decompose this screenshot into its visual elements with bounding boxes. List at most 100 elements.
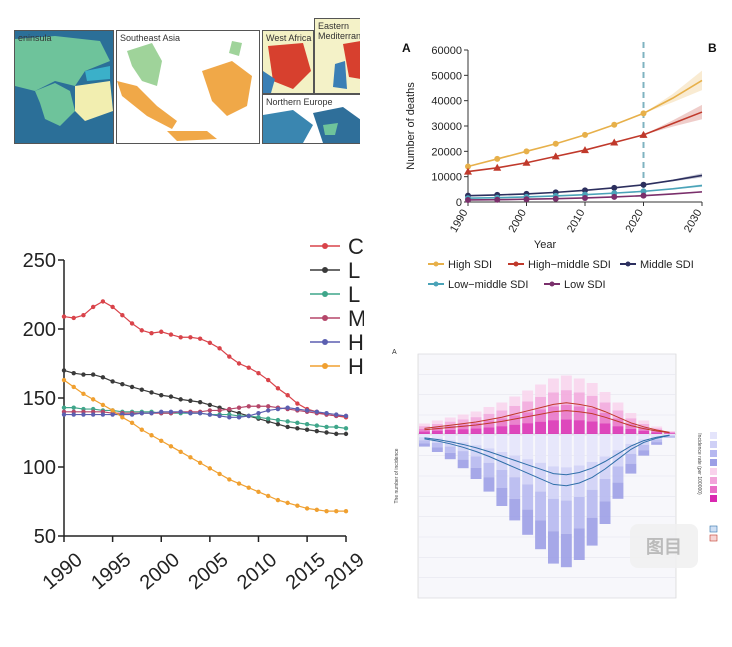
lower-bar	[419, 434, 430, 438]
data-point	[110, 412, 115, 417]
lower-bar	[664, 435, 675, 437]
lower-bar	[599, 456, 611, 479]
data-point	[178, 335, 183, 340]
data-point	[90, 372, 96, 377]
data-point	[640, 188, 647, 195]
trend-line-chart: 50 100 150 200 250 1990 1995 2000 2005 2010 2015 20…	[14, 230, 364, 590]
data-point	[611, 184, 618, 191]
upper-bar	[548, 392, 559, 407]
series-line	[467, 111, 703, 173]
legend-swatch	[710, 468, 717, 475]
y-tick-label: 40000	[431, 96, 462, 108]
upper-bar	[444, 417, 456, 422]
upper-bar	[496, 426, 508, 434]
legend-label: L	[348, 282, 360, 307]
data-point	[640, 192, 647, 199]
data-point	[343, 508, 349, 514]
data-point	[217, 471, 222, 477]
data-point	[61, 314, 67, 319]
upper-bar	[573, 378, 585, 393]
legend-swatch	[710, 441, 717, 448]
lower-bar	[496, 488, 508, 506]
data-point	[494, 155, 501, 162]
data-point	[610, 138, 619, 146]
y-tick-label: 0	[456, 197, 462, 209]
lower-bar	[586, 517, 598, 546]
data-point	[227, 477, 232, 482]
upper-bar	[431, 423, 443, 428]
map-eastern-mediterranean-shape	[315, 19, 360, 93]
legend-marker	[322, 363, 328, 369]
data-point	[197, 399, 203, 405]
x-tick-label: 2010	[233, 549, 281, 590]
y-tick-label: 100	[23, 457, 56, 479]
lower-bar	[548, 498, 559, 532]
upper-rate-curve	[424, 410, 670, 434]
series-line	[63, 379, 346, 512]
lower-bar	[419, 443, 430, 447]
lower-bar	[444, 434, 456, 441]
upper-bar	[612, 410, 624, 419]
upper-bar	[625, 428, 637, 434]
data-point	[246, 404, 251, 409]
data-point	[582, 194, 588, 201]
upper-bar	[625, 418, 637, 424]
data-point	[61, 405, 67, 410]
upper-bar	[625, 413, 637, 419]
y-tick-label: 20000	[431, 146, 462, 158]
lower-bar	[496, 452, 508, 470]
lower-bar	[573, 497, 585, 529]
data-point	[314, 409, 320, 414]
legend-swatch	[709, 534, 718, 542]
legend-marker	[433, 261, 439, 267]
data-point	[256, 404, 261, 409]
upper-bar	[638, 430, 650, 434]
lower-bar	[586, 461, 598, 490]
data-point	[493, 163, 502, 171]
legend-marker	[322, 315, 328, 321]
lower-bar	[522, 509, 534, 535]
data-point	[188, 335, 193, 340]
lower-bar	[651, 442, 663, 445]
upper-bar	[522, 401, 534, 413]
upper-bar	[535, 384, 546, 397]
upper-bar	[470, 411, 482, 418]
upper-bar	[509, 424, 521, 434]
lower-bar	[612, 450, 624, 467]
data-point	[129, 321, 135, 326]
upper-bar	[612, 418, 624, 427]
lower-rate-curve	[424, 434, 670, 476]
panel-letter-b: B	[708, 41, 717, 55]
y-tick-label: 50000	[431, 70, 462, 82]
upper-bar	[496, 402, 508, 411]
data-point	[90, 304, 96, 310]
lower-bar	[444, 452, 456, 460]
lower-bar	[638, 450, 650, 456]
data-point	[552, 195, 559, 202]
lower-bar	[457, 434, 469, 443]
data-point	[314, 423, 320, 428]
data-point	[178, 397, 183, 402]
data-point	[295, 426, 300, 431]
data-point	[149, 433, 154, 438]
lower-bar	[548, 466, 559, 499]
map-peninsula: eninsula	[14, 30, 114, 144]
data-point	[304, 422, 310, 427]
upper-bar	[522, 423, 534, 434]
legend-swatch	[710, 459, 717, 466]
lower-bar	[625, 453, 637, 464]
upper-bar	[599, 413, 611, 424]
data-point	[120, 415, 125, 420]
data-point	[295, 406, 300, 412]
lower-bar	[664, 434, 675, 435]
data-point	[304, 506, 310, 511]
data-point	[100, 402, 106, 408]
upper-bar	[560, 390, 572, 405]
data-point	[207, 408, 213, 413]
data-point	[494, 196, 501, 203]
lower-bar	[535, 520, 546, 550]
map-northern-europe-shape	[263, 95, 360, 143]
map-peninsula-shape	[15, 31, 113, 143]
data-point	[295, 401, 300, 406]
data-point	[139, 387, 144, 392]
